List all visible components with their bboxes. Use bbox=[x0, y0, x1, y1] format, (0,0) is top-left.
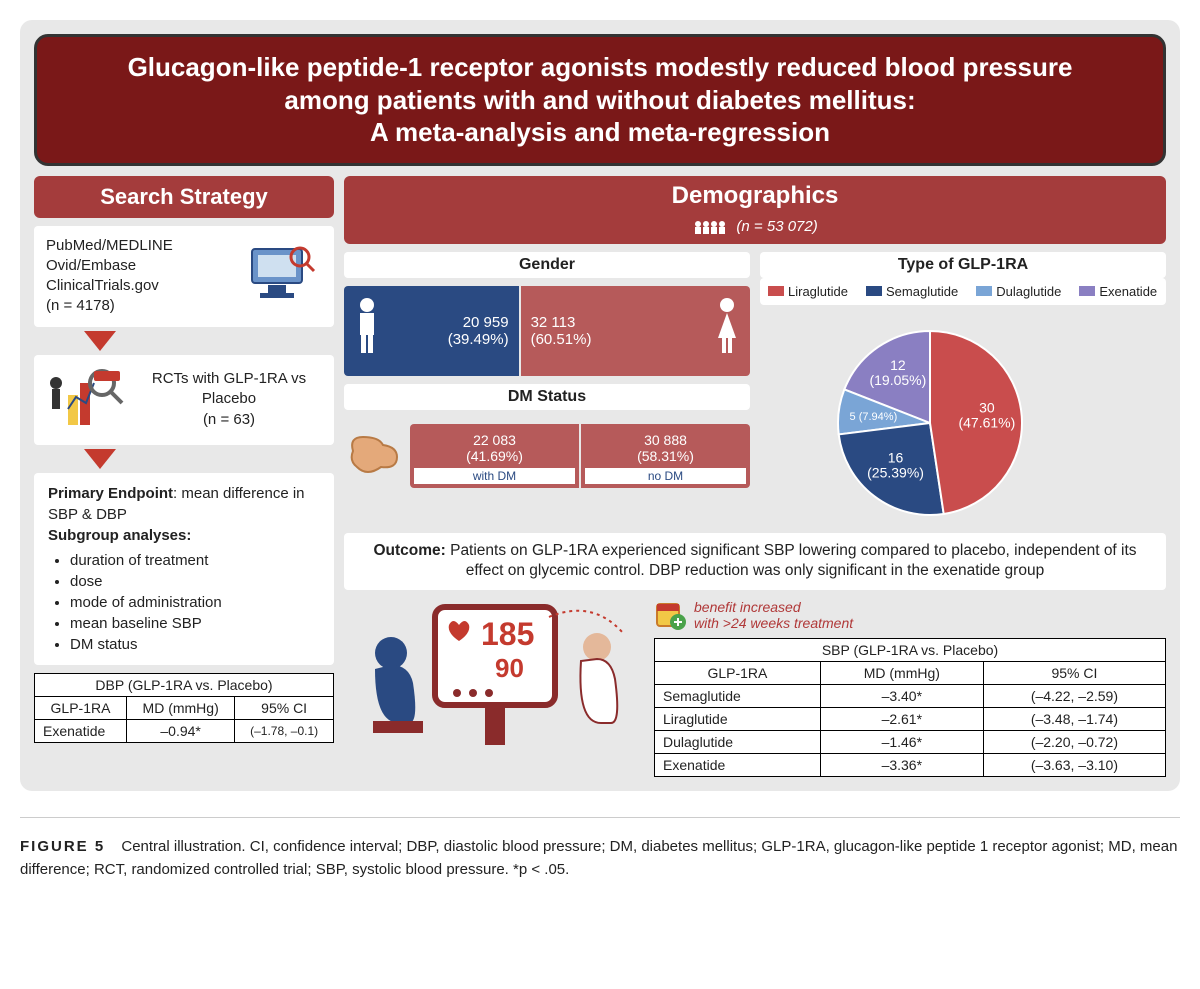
down-arrow-icon bbox=[84, 449, 116, 469]
sbp-row: Liraglutide–2.61*(–3.48, –1.74) bbox=[655, 708, 1166, 731]
benefit-note: benefit increased with >24 weeks treatme… bbox=[654, 598, 1166, 632]
sources-card: PubMed/MEDLINE Ovid/Embase ClinicalTrial… bbox=[34, 226, 334, 327]
rcts-card: RCTs with GLP-1RA vs Placebo (n = 63) bbox=[34, 355, 334, 445]
dbp-title: DBP (GLP-1RA vs. Placebo) bbox=[35, 673, 334, 696]
researcher-chart-icon bbox=[46, 365, 126, 435]
computer-search-icon bbox=[242, 241, 322, 311]
gender-header: Gender bbox=[344, 252, 750, 278]
svg-text:90: 90 bbox=[495, 653, 524, 683]
dm-header: DM Status bbox=[344, 384, 750, 410]
gender-dm-column: Gender 20 959 (39.49%) bbox=[344, 252, 750, 525]
svg-text:5 (7.94%): 5 (7.94%) bbox=[850, 410, 898, 422]
sbp-row: Dulaglutide–1.46*(–2.20, –0.72) bbox=[655, 731, 1166, 754]
female-n: 32 113 bbox=[531, 314, 576, 331]
down-arrow-icon bbox=[84, 331, 116, 351]
title-banner: Glucagon-like peptide-1 receptor agonist… bbox=[34, 34, 1166, 166]
sbp-row: Exenatide–3.36*(–3.63, –3.10) bbox=[655, 754, 1166, 777]
dbp-col: GLP-1RA bbox=[35, 696, 127, 719]
caption-text: Central illustration. CI, confidence int… bbox=[20, 838, 1177, 878]
demographics-header: Demographics (n = 53 072) bbox=[344, 176, 1166, 244]
subgroup-item: dose bbox=[70, 571, 320, 592]
subgroup-item: mean baseline SBP bbox=[70, 613, 320, 634]
rcts-text: RCTs with GLP-1RA vs Placebo bbox=[152, 370, 306, 407]
sources-text: PubMed/MEDLINE Ovid/Embase ClinicalTrial… bbox=[46, 237, 173, 295]
figure-caption: FIGURE 5 Central illustration. CI, confi… bbox=[20, 817, 1180, 881]
title-line1: Glucagon-like peptide-1 receptor agonist… bbox=[128, 52, 1073, 115]
pie-legend: Liraglutide Semaglutide Dulaglutide Exen… bbox=[760, 278, 1166, 305]
male-n: 20 959 bbox=[463, 314, 509, 331]
pancreas-icon bbox=[344, 418, 404, 488]
sbp-row: Semaglutide–3.40*(–4.22, –2.59) bbox=[655, 685, 1166, 708]
dbp-col: 95% CI bbox=[235, 696, 334, 719]
outcome-card: Outcome: Patients on GLP-1RA experienced… bbox=[344, 533, 1166, 591]
sbp-title: SBP (GLP-1RA vs. Placebo) bbox=[655, 639, 1166, 662]
dm-with-box: 22 083 (41.69%) with DM bbox=[410, 424, 579, 488]
demographics-n: (n = 53 072) bbox=[736, 218, 817, 235]
dm-no-box: 30 888 (58.31%) no DM bbox=[581, 424, 750, 488]
search-strategy-column: Search Strategy PubMed/MEDLINE Ovid/Emba… bbox=[34, 176, 334, 778]
endpoint-card: Primary Endpoint: mean difference in SBP… bbox=[34, 473, 334, 665]
sources-n: (n = 4178) bbox=[46, 297, 115, 314]
search-header: Search Strategy bbox=[34, 176, 334, 218]
title-line2: A meta-analysis and meta-regression bbox=[370, 117, 830, 147]
pie-chart: 12(19.05%)5 (7.94%)16(25.39%)30(47.61%) bbox=[760, 305, 1050, 525]
female-icon bbox=[712, 296, 742, 356]
female-pct: (60.51%) bbox=[531, 331, 592, 348]
demographics-column: Demographics (n = 53 072) Gender bbox=[344, 176, 1166, 778]
pie-column: Type of GLP-1RA Liraglutide Semaglutide … bbox=[760, 252, 1166, 525]
dbp-row: Exenatide –0.94* (–1.78, –0.1) bbox=[35, 719, 334, 742]
subgroup-label: Subgroup analyses: bbox=[48, 527, 191, 544]
figure-label: FIGURE 5 bbox=[20, 838, 105, 855]
dm-chart: 22 083 (41.69%) with DM 30 888 (58.31%) … bbox=[344, 418, 750, 488]
gender-male-box: 20 959 (39.49%) bbox=[344, 286, 519, 376]
outcome-label: Outcome: bbox=[373, 542, 445, 559]
sbp-area: benefit increased with >24 weeks treatme… bbox=[654, 598, 1166, 777]
sbp-table: SBP (GLP-1RA vs. Placebo) GLP-1RA MD (mm… bbox=[654, 638, 1166, 777]
pie-header: Type of GLP-1RA bbox=[760, 252, 1166, 278]
calendar-plus-icon bbox=[654, 598, 688, 632]
dbp-col: MD (mmHg) bbox=[127, 696, 235, 719]
subgroup-list: duration of treatment dose mode of admin… bbox=[70, 550, 320, 655]
male-icon bbox=[352, 296, 382, 356]
gender-chart: 20 959 (39.49%) 32 113 (60.51%) bbox=[344, 286, 750, 376]
outcome-text: Patients on GLP-1RA experienced signific… bbox=[446, 542, 1137, 580]
dbp-table: DBP (GLP-1RA vs. Placebo) GLP-1RA MD (mm… bbox=[34, 673, 334, 743]
subgroup-item: duration of treatment bbox=[70, 550, 320, 571]
male-pct: (39.49%) bbox=[448, 331, 509, 348]
bp-monitor-graphic: 185 90 bbox=[344, 598, 644, 758]
svg-text:185: 185 bbox=[481, 616, 534, 652]
rcts-n: (n = 63) bbox=[203, 411, 255, 428]
people-icon: (n = 53 072) bbox=[692, 218, 817, 235]
infographic-container: Glucagon-like peptide-1 receptor agonist… bbox=[20, 20, 1180, 791]
primary-endpoint-label: Primary Endpoint bbox=[48, 485, 173, 502]
subgroup-item: DM status bbox=[70, 634, 320, 655]
subgroup-item: mode of administration bbox=[70, 592, 320, 613]
gender-female-box: 32 113 (60.51%) bbox=[521, 286, 750, 376]
